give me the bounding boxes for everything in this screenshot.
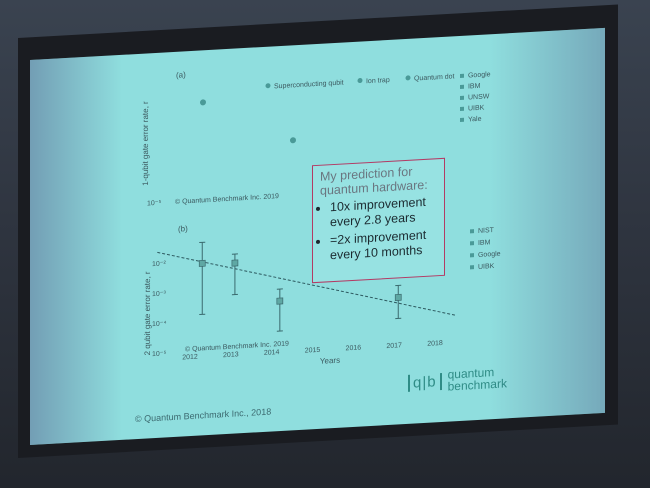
panel-b-legend-label: UIBK <box>478 263 495 271</box>
panel-b-xtick-label: 2017 <box>386 342 402 350</box>
panel-b-point <box>231 259 239 267</box>
panel-b-point <box>198 259 206 267</box>
panel-b-xtick-label: 2014 <box>264 349 280 357</box>
panel-b-point <box>276 297 284 305</box>
panel-b-xlabel: Years <box>320 356 340 366</box>
panel-a-side-legend-label: Google <box>468 71 491 79</box>
panel-a-side-legend-label: UIBK <box>468 105 485 113</box>
panel-b-legend-label: NIST <box>478 227 495 235</box>
panel-b-y-ticks: 10⁻² 10⁻³ 10⁻⁴ 10⁻⁵ <box>152 260 166 358</box>
panel-b-ytick-label: 10⁻³ <box>152 290 166 298</box>
panel-a-header-legend: Superconducting qubit Ion trap Quantum dot <box>265 73 454 90</box>
panel-b-xtick-label: 2018 <box>427 340 443 348</box>
panel-b-legend-label: Google <box>478 251 501 259</box>
panel-a-point-1 <box>200 99 206 106</box>
panel-a-side-legend-marker <box>460 106 464 111</box>
panel-a-ytick: 10⁻⁵ <box>147 200 161 208</box>
panel-b-xtick-label: 2016 <box>346 344 362 352</box>
panel-b-legend-label: IBM <box>478 239 491 247</box>
callout-bullet-2: =2x improvement every 10 months <box>330 227 437 263</box>
panel-a-header-legend-marker <box>405 75 411 81</box>
panel-b-points <box>198 241 402 332</box>
panel-a-ylabel: 1-qubit gate error rate, r <box>141 101 150 186</box>
panel-b-legend-marker <box>470 253 474 258</box>
panel-a-watermark: © Quantum Benchmark Inc. 2019 <box>175 192 279 206</box>
panel-a-side-legend: Google IBM UNSW UIBK Yale <box>460 71 491 124</box>
projection-slide: (a) Superconducting qubit Ion trap Quantum… <box>30 27 605 445</box>
panel-a-side-legend-marker <box>460 95 464 100</box>
panel-b-trend <box>157 251 456 316</box>
panel-a-side-legend-marker <box>460 84 464 89</box>
panel-b-legend-marker <box>470 229 474 234</box>
panel-a-side-legend-label: UNSW <box>468 93 490 101</box>
panel-b-ytick-label: 10⁻² <box>152 260 166 268</box>
panel-a-header-legend-label: Ion trap <box>366 77 390 85</box>
panel-a-header-legend-label: Quantum dot <box>414 73 454 82</box>
panel-b-legend: NIST IBM Google UIBK <box>470 227 501 271</box>
panel-a-header-legend-marker <box>357 78 363 84</box>
panel-b-ytick-label: 10⁻⁵ <box>152 350 166 358</box>
callout-bullets: 10x improvement every 2.8 years =2x impr… <box>320 194 437 264</box>
panel-b-label: (b) <box>178 224 188 234</box>
panel-a-header-legend-label: Superconducting qubit <box>274 79 344 90</box>
panel-a-header-legend-marker <box>265 83 271 89</box>
logo-text: quantum benchmark <box>448 365 507 394</box>
panel-b-ylabel: 2 qubit gate error rate, r <box>143 271 152 356</box>
panel-b-point <box>394 293 402 301</box>
panel-a-side-legend-marker <box>460 117 464 122</box>
prediction-callout: My prediction for quantum hardware: 10x … <box>312 157 445 284</box>
panel-a-side-legend-marker <box>460 73 464 78</box>
panel-b: (b) 2 qubit gate error rate, r 10⁻²10⁻³1… <box>143 224 501 366</box>
panel-b-xtick-label: 2015 <box>305 347 321 355</box>
panel-b-x-ticks: 2012 2013 2014 2015 2016 2017 2018 <box>182 340 443 362</box>
panel-b-trend-line <box>157 251 456 316</box>
logo-mark: q|b <box>408 372 442 392</box>
panel-a-side-legend-label: Yale <box>468 116 482 124</box>
panel-a-side-legend-label: IBM <box>468 83 481 91</box>
panel-b-xtick-label: 2013 <box>223 351 239 359</box>
quantum-benchmark-logo: q|b quantum benchmark <box>408 365 507 395</box>
callout-title: My prediction for quantum hardware: <box>320 164 428 198</box>
panel-b-ytick-label: 10⁻⁴ <box>152 320 166 328</box>
panel-b-legend-marker <box>470 265 474 270</box>
panel-b-legend-marker <box>470 241 474 246</box>
slide-chart-svg: (a) Superconducting qubit Ion trap Quantum… <box>141 70 501 366</box>
callout-bullet-1: 10x improvement every 2.8 years <box>330 194 437 230</box>
panel-a-point-2 <box>290 137 296 144</box>
panel-b-xtick-label: 2012 <box>182 354 198 362</box>
panel-a-label: (a) <box>176 70 186 80</box>
